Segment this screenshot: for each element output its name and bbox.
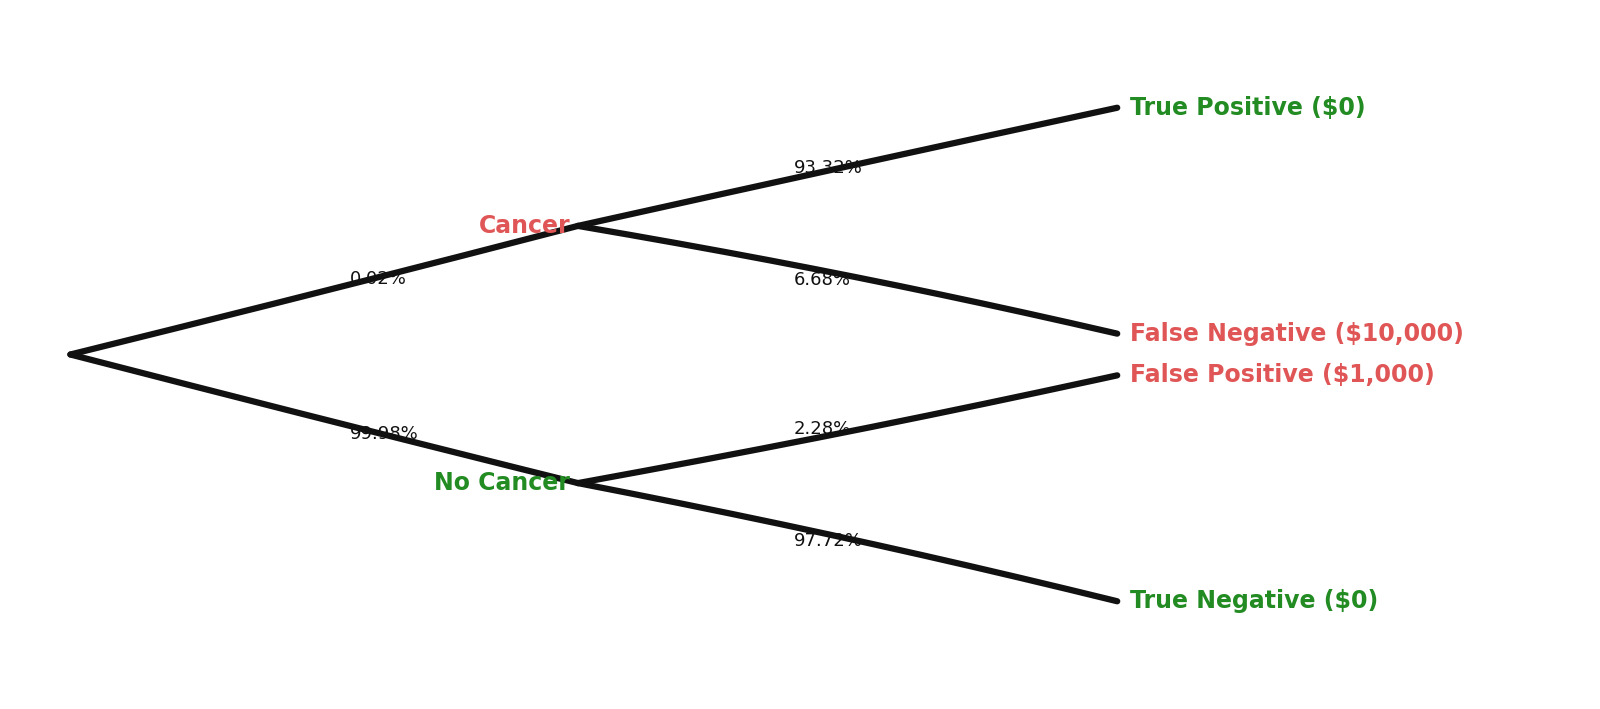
- Text: True Negative ($0): True Negative ($0): [1130, 589, 1378, 613]
- Text: Cancer: Cancer: [478, 214, 570, 238]
- Text: True Positive ($0): True Positive ($0): [1130, 96, 1365, 120]
- Text: False Positive ($1,000): False Positive ($1,000): [1130, 363, 1435, 387]
- Text: 6.68%: 6.68%: [794, 271, 851, 289]
- Text: 2.28%: 2.28%: [794, 420, 851, 438]
- Text: 99.98%: 99.98%: [350, 425, 419, 443]
- Text: 93.32%: 93.32%: [794, 159, 862, 177]
- Text: 97.72%: 97.72%: [794, 532, 862, 550]
- Text: No Cancer: No Cancer: [434, 471, 570, 495]
- Text: False Negative ($10,000): False Negative ($10,000): [1130, 322, 1464, 346]
- Text: 0.02%: 0.02%: [350, 270, 406, 289]
